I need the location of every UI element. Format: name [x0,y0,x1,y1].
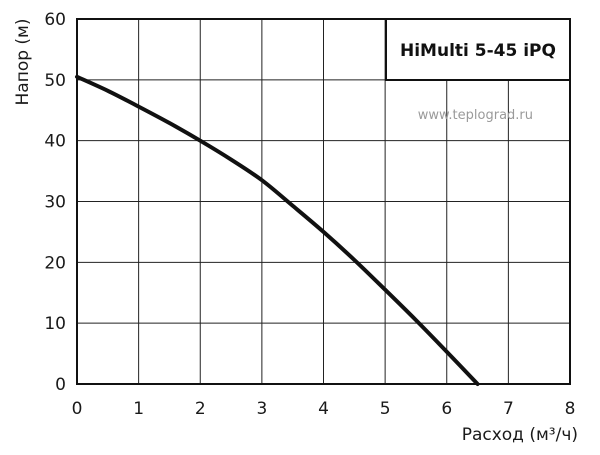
y-tick-label: 20 [44,253,66,273]
y-tick-label: 40 [44,132,66,152]
x-tick-label: 4 [318,399,329,419]
curve-layer [75,74,480,386]
x-tick-label: 5 [380,399,391,419]
x-tick-label: 8 [565,399,576,419]
x-tick-label: 1 [133,399,144,419]
y-tick-label: 0 [55,375,66,395]
y-axis-label: Напор (м) [13,18,33,105]
x-tick-label: 6 [441,399,452,419]
y-tick-label: 60 [44,10,66,30]
y-tick-label: 50 [44,71,66,91]
x-tick-labels: 0 1 2 3 4 5 6 7 8 [72,399,576,419]
y-tick-labels: 0 10 20 30 40 50 60 [44,10,66,395]
series-line [75,74,480,386]
title-box [385,18,571,81]
chart-title: HiMulti 5-45 iPQ [400,41,556,61]
y-tick-label: 10 [44,314,66,334]
plot-frame [76,18,571,385]
x-axis-label: Расход (м³/ч) [462,425,578,445]
x-tick-label: 3 [256,399,267,419]
y-tick-label: 30 [44,193,66,213]
x-tick-label: 7 [503,399,514,419]
watermark: www.teplograd.ru [418,108,533,123]
x-tick-label: 2 [195,399,206,419]
x-tick-label: 0 [72,399,83,419]
